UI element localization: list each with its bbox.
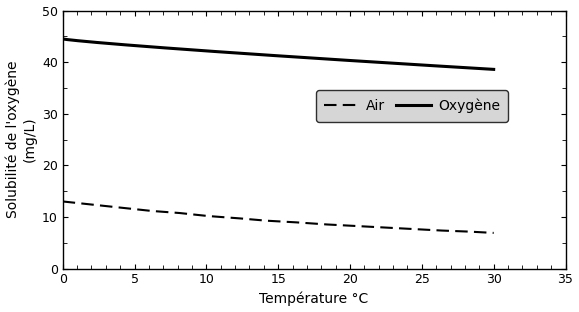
X-axis label: Température °C: Température °C (259, 292, 369, 306)
Legend: Air, Oxygène: Air, Oxygène (316, 90, 508, 122)
Y-axis label: Solubilité de l'oxygène
(mg/L): Solubilité de l'oxygène (mg/L) (6, 61, 36, 218)
